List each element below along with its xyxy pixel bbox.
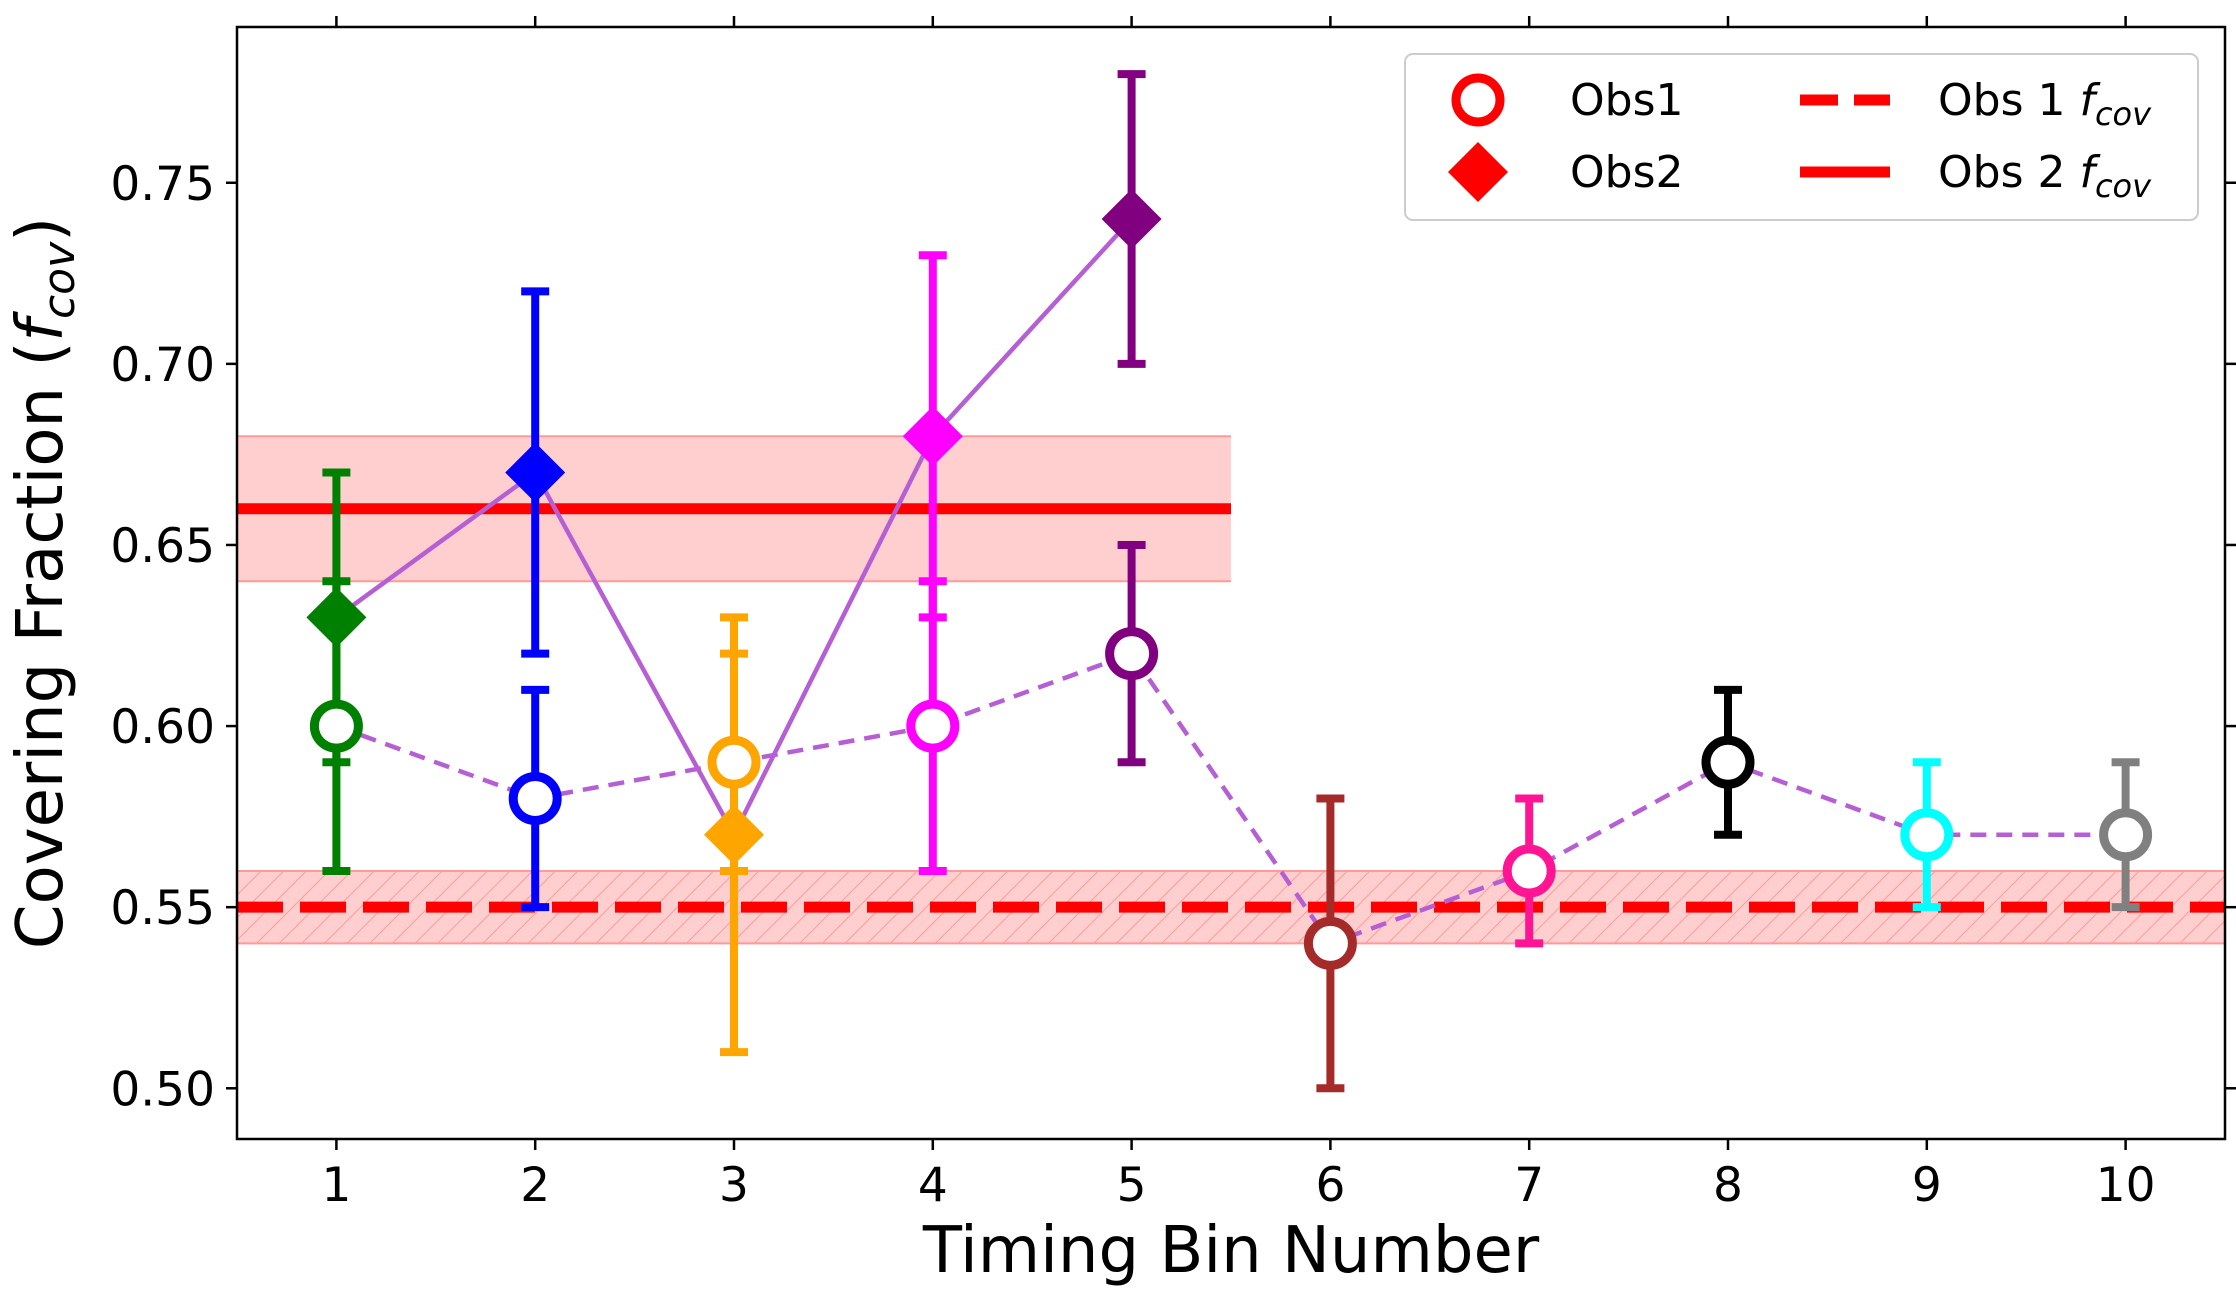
legend-entry-2: Obs2 [1448,142,1683,202]
legend-label: Obs 1 fcov [1938,75,2152,133]
x-tick-label: 7 [1514,1158,1544,1213]
y-axis-title-main: Covering Fraction ( [4,342,78,950]
y-tick-label: 0.55 [110,881,215,936]
marker-obs2-bin-2 [505,442,566,503]
x-axis-title: Timing Bin Number [922,1214,1540,1288]
reference-lines [237,503,2225,913]
legend-label: Obs1 [1570,75,1683,126]
marker-obs1-bin-4 [906,699,960,753]
marker-obs1-bin-2 [508,772,562,826]
marker-obs1-bin-5 [1105,627,1159,681]
marker-obs2-bin-1 [306,587,367,648]
axes: 1 2 3 4 5 6 7 8 9 10 0.50 0.55 0.60 0.65 0.70 0.75 [110,16,2236,1213]
y-tick-label: 0.75 [110,157,215,212]
y-axis-title: Covering Fraction (fcov) [4,217,85,949]
legend-entry-1: Obs1 [1451,73,1683,127]
marker-obs1-bin-1 [309,699,363,753]
x-tick-label: 8 [1713,1158,1743,1213]
marker-obs2-bin-3 [704,804,764,865]
plot-frame [235,25,2227,1141]
x-tick-label: 3 [719,1158,749,1213]
marker-obs1-bin-10 [2099,808,2153,862]
marker-obs1-bin-8 [1701,735,1755,789]
legend-open-circle-icon [1451,73,1505,127]
y-axis-title-subscript: cov [34,241,85,319]
x-tick-label: 9 [1912,1158,1942,1213]
marker-obs1-bin-6 [1303,916,1357,970]
legend-label-main: Obs 1 [1938,75,2079,126]
legend-label-main: Obs 2 [1938,147,2079,198]
x-tick-label: 4 [918,1158,948,1213]
y-tick-label: 0.70 [110,338,215,393]
marker-obs1-bin-9 [1900,808,1954,862]
legend-label-main: Obs2 [1570,147,1683,198]
y-tick-label: 0.60 [110,700,215,755]
y-axis-title-close: ) [4,217,78,242]
x-tick-label: 2 [520,1158,550,1213]
x-tick-label: 10 [2096,1158,2156,1213]
legend-label-main: Obs1 [1570,75,1683,126]
x-tick-label: 5 [1117,1158,1147,1213]
legend-label: Obs2 [1570,147,1683,198]
marker-obs1-bin-3 [707,735,761,789]
data-markers [306,188,2153,970]
marker-obs2-bin-4 [902,406,963,467]
legend-diamond-icon [1448,142,1508,202]
legend-frame [1404,53,2199,221]
marker-obs2-bin-5 [1101,188,1162,249]
legend-label-subscript: cov [2095,95,2152,133]
connector-obs1 [335,650,2126,947]
y-tick-label: 0.65 [110,519,215,574]
legend-entry-3: Obs 1 fcov [1800,75,2152,133]
legend-label-subscript: cov [2095,167,2152,205]
y-tick-label: 0.50 [110,1062,215,1117]
marker-obs1-bin-7 [1502,844,1556,898]
x-tick-label: 1 [321,1158,351,1213]
x-tick-label: 6 [1315,1158,1345,1213]
